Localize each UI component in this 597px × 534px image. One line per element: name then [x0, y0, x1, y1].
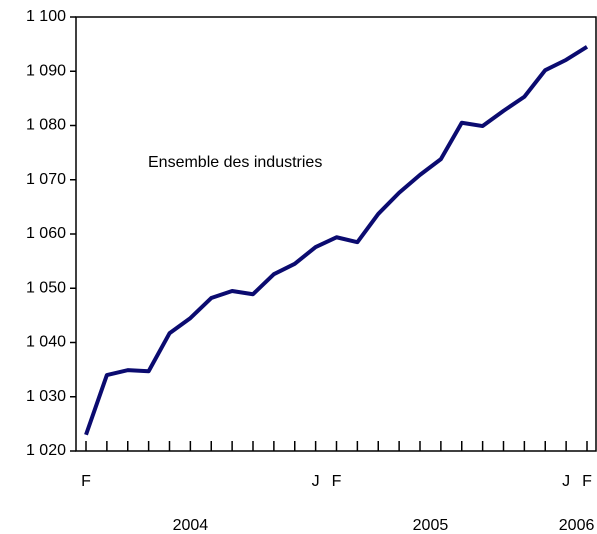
annotation: Ensemble des industries — [148, 154, 322, 171]
y-tick-label: 1 020 — [26, 442, 66, 459]
series-line — [84, 45, 589, 436]
x-tick-label: J — [312, 473, 320, 490]
x-tick-label: F — [582, 473, 592, 490]
y-tick-label: 1 090 — [26, 62, 66, 79]
y-tick-label: 1 030 — [26, 388, 66, 405]
y-tick-label: 1 060 — [26, 225, 66, 242]
year-label: 2004 — [173, 517, 209, 534]
plot-frame — [75, 16, 597, 452]
y-tick-label: 1 080 — [26, 117, 66, 134]
y-tick-label: 1 050 — [26, 279, 66, 296]
x-tick-label: F — [81, 473, 91, 490]
year-label: 2005 — [413, 517, 449, 534]
y-tick-label: 1 070 — [26, 171, 66, 188]
y-tick-label: 1 100 — [26, 8, 66, 25]
y-tick-label: 1 040 — [26, 334, 66, 351]
x-tick-label: J — [562, 473, 570, 490]
x-tick-label: F — [332, 473, 342, 490]
year-label: 2006 — [559, 517, 595, 534]
